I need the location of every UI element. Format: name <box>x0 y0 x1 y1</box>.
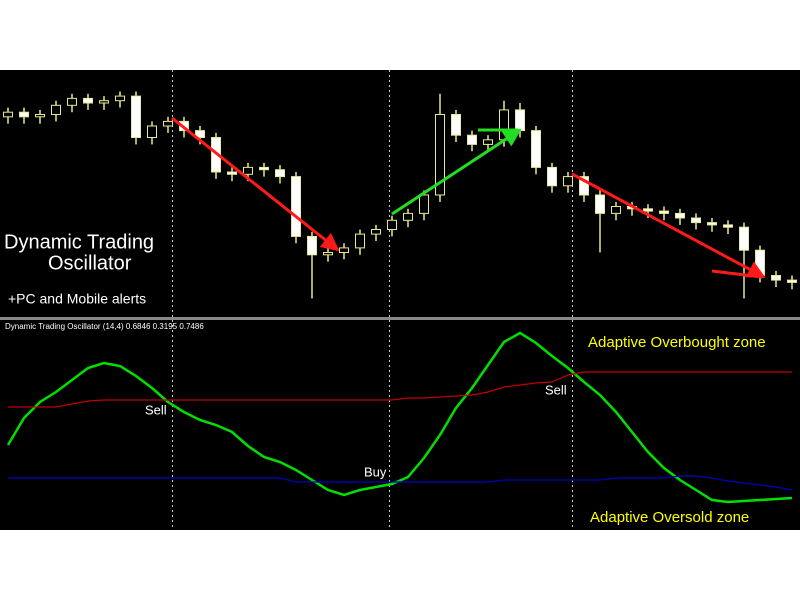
candle-body <box>499 109 509 141</box>
candle-body <box>563 176 573 187</box>
candle-body <box>691 217 701 224</box>
candle-body <box>723 224 733 228</box>
candle-body <box>483 139 493 145</box>
annotation: Sell <box>545 382 567 397</box>
candle-body <box>451 114 461 136</box>
candle-body <box>547 166 557 187</box>
candle-body <box>643 208 653 212</box>
candle-body <box>83 97 93 104</box>
candle-body <box>227 171 237 175</box>
series-line <box>6 331 793 504</box>
candle-body <box>419 194 429 214</box>
period-separators <box>172 70 573 530</box>
candle-body <box>291 176 301 237</box>
candle-body <box>387 219 397 231</box>
candle-body <box>307 235 317 256</box>
candle-body <box>675 212 685 219</box>
arrow <box>571 172 766 279</box>
candle-body <box>195 130 205 139</box>
candle-body <box>787 279 797 283</box>
candle-body <box>579 176 589 196</box>
arrow <box>171 116 340 252</box>
candle-body <box>739 226 749 251</box>
candle-body <box>131 95 141 138</box>
arrow <box>711 269 763 279</box>
candle-body <box>515 109 525 132</box>
annotation: Dynamic Trading <box>4 231 154 253</box>
candle-body <box>403 212 413 221</box>
arrow <box>391 128 522 216</box>
candle-body <box>339 247 349 253</box>
candle-body <box>99 100 109 104</box>
oscillator-lines <box>6 331 793 504</box>
candle-body <box>611 206 621 214</box>
candle-body <box>659 210 669 214</box>
annotation: Adaptive Oversold zone <box>590 509 749 526</box>
candle-body <box>243 166 253 175</box>
indicator-title: Dynamic Trading Oscillator (14,4) 0.6846… <box>5 322 204 331</box>
candle-body <box>259 166 269 171</box>
candle-body <box>323 252 333 256</box>
candle-body <box>51 104 61 116</box>
chart-background <box>0 70 800 530</box>
candle-body <box>275 169 285 178</box>
annotation: Adaptive Overbought zone <box>588 334 766 351</box>
arrows <box>171 116 766 279</box>
annotation: Buy <box>364 464 387 479</box>
candle-body <box>531 130 541 168</box>
candle-body <box>771 275 781 281</box>
candle-body <box>19 111 29 118</box>
annotation: Sell <box>145 402 167 417</box>
candle-body <box>707 222 717 226</box>
series-line <box>8 475 793 491</box>
candle-body <box>467 134 477 145</box>
candle-body <box>3 111 13 118</box>
candle-body <box>371 229 381 235</box>
candle-body <box>35 114 45 118</box>
candle-body <box>435 114 445 196</box>
annotation: +PC and Mobile alerts <box>8 291 146 307</box>
candle-body <box>147 125 157 138</box>
candle-body <box>115 95 125 102</box>
candle-body <box>163 120 173 127</box>
candle-body <box>595 194 605 214</box>
candle-body <box>355 233 365 249</box>
candle-body <box>67 97 77 106</box>
annotation: Oscillator <box>48 252 132 274</box>
series-line <box>8 371 792 408</box>
